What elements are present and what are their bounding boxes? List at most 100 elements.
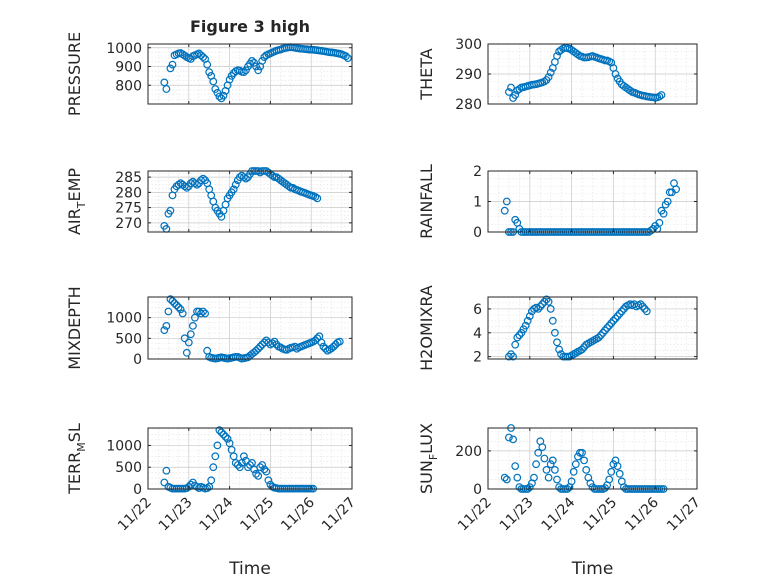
data-point [544, 297, 553, 306]
data-point [160, 326, 169, 335]
data-point [239, 68, 248, 76]
x-tick-label: 11/25 [580, 495, 620, 535]
x-tick-label: 11/25 [237, 495, 277, 535]
data-point [523, 316, 532, 325]
data-point [219, 430, 228, 439]
data-point [507, 83, 515, 92]
data-point [203, 60, 212, 69]
data-point [288, 183, 297, 192]
data-point [262, 336, 271, 345]
data-point [211, 452, 220, 461]
data-point [505, 433, 513, 442]
data-point [502, 475, 511, 484]
data-point [665, 188, 674, 197]
y-tick-label: 0 [473, 225, 482, 241]
data-point [507, 350, 515, 359]
data-point [546, 68, 555, 77]
data-point [199, 53, 208, 61]
data-point [164, 307, 173, 316]
data-point [655, 218, 664, 227]
subplot-h2omixra: 2 4 6 H2OMIXRA [417, 285, 698, 371]
subplot-rainfall: 0 1 2 RAINFALL [417, 164, 698, 241]
data-point [268, 171, 277, 180]
data-point [601, 326, 609, 335]
data-point [201, 309, 210, 318]
data-point [250, 58, 259, 67]
data-point [611, 314, 620, 323]
y-tick-label: 270 [115, 216, 142, 232]
data-point [607, 467, 616, 476]
data-point [509, 435, 517, 444]
axes-background [148, 428, 352, 489]
data-point [540, 77, 549, 86]
data-point [225, 75, 234, 84]
data-point [174, 303, 183, 312]
data-point [505, 88, 513, 96]
axes-box [147, 427, 353, 490]
data-point [260, 465, 269, 474]
axes-box [487, 296, 698, 360]
data-point [217, 428, 226, 437]
data-point [209, 77, 218, 86]
x-tick-label: 11/22 [455, 495, 495, 535]
data-point [663, 197, 672, 206]
data-point [239, 452, 248, 461]
data-point [241, 174, 250, 183]
y-tick-label: 6 [473, 302, 482, 318]
data-point [597, 331, 605, 340]
data-point [319, 342, 328, 351]
y-axis-label: H2OMIXRA [417, 285, 436, 371]
y-axis-label: TERRMSL [65, 423, 88, 495]
data-point [313, 194, 322, 203]
axes-box [147, 43, 353, 105]
data-point [546, 460, 555, 469]
data-point [521, 321, 530, 330]
data-point [162, 85, 171, 93]
data-point [636, 300, 645, 309]
data-point [500, 206, 509, 215]
data-point [511, 340, 520, 349]
data-point [611, 70, 620, 78]
axes-box [147, 170, 353, 233]
data-point [544, 73, 553, 81]
data-point [615, 469, 624, 478]
y-axis-label: RAINFALL [417, 164, 436, 239]
data-point [160, 78, 169, 87]
data-point [546, 305, 555, 313]
y-tick-label: 0 [133, 482, 142, 498]
data-point [221, 432, 230, 441]
y-tick-label: 2 [473, 164, 482, 180]
y-tick-label: 275 [115, 201, 142, 217]
y-tick-label: 500 [115, 331, 142, 347]
data-point [638, 302, 647, 311]
data-point [317, 338, 326, 347]
data-point [188, 322, 197, 330]
data-point [172, 301, 181, 310]
y-tick-label: 280 [455, 97, 482, 113]
data-point [344, 54, 352, 62]
data-point [609, 316, 618, 325]
data-point [190, 179, 199, 188]
data-point [640, 305, 649, 313]
data-point [256, 463, 265, 472]
data-point [252, 469, 261, 478]
x-tick-label: 11/24 [539, 494, 579, 534]
chart-title: Figure 3 high [190, 17, 310, 36]
axes-box [147, 296, 353, 360]
data-point [609, 460, 618, 469]
subplot-pressure: 800 900 1000 PRESSURE Figure 3 high [65, 17, 353, 116]
data-point [162, 322, 171, 330]
data-point [555, 345, 563, 354]
data-point [180, 334, 189, 343]
data-point [170, 299, 179, 308]
data-point [258, 57, 267, 65]
data-point [213, 441, 222, 450]
data-point [613, 312, 622, 321]
data-point [613, 462, 622, 471]
data-point [207, 476, 216, 485]
data-point [626, 86, 634, 95]
data-point [548, 316, 557, 325]
